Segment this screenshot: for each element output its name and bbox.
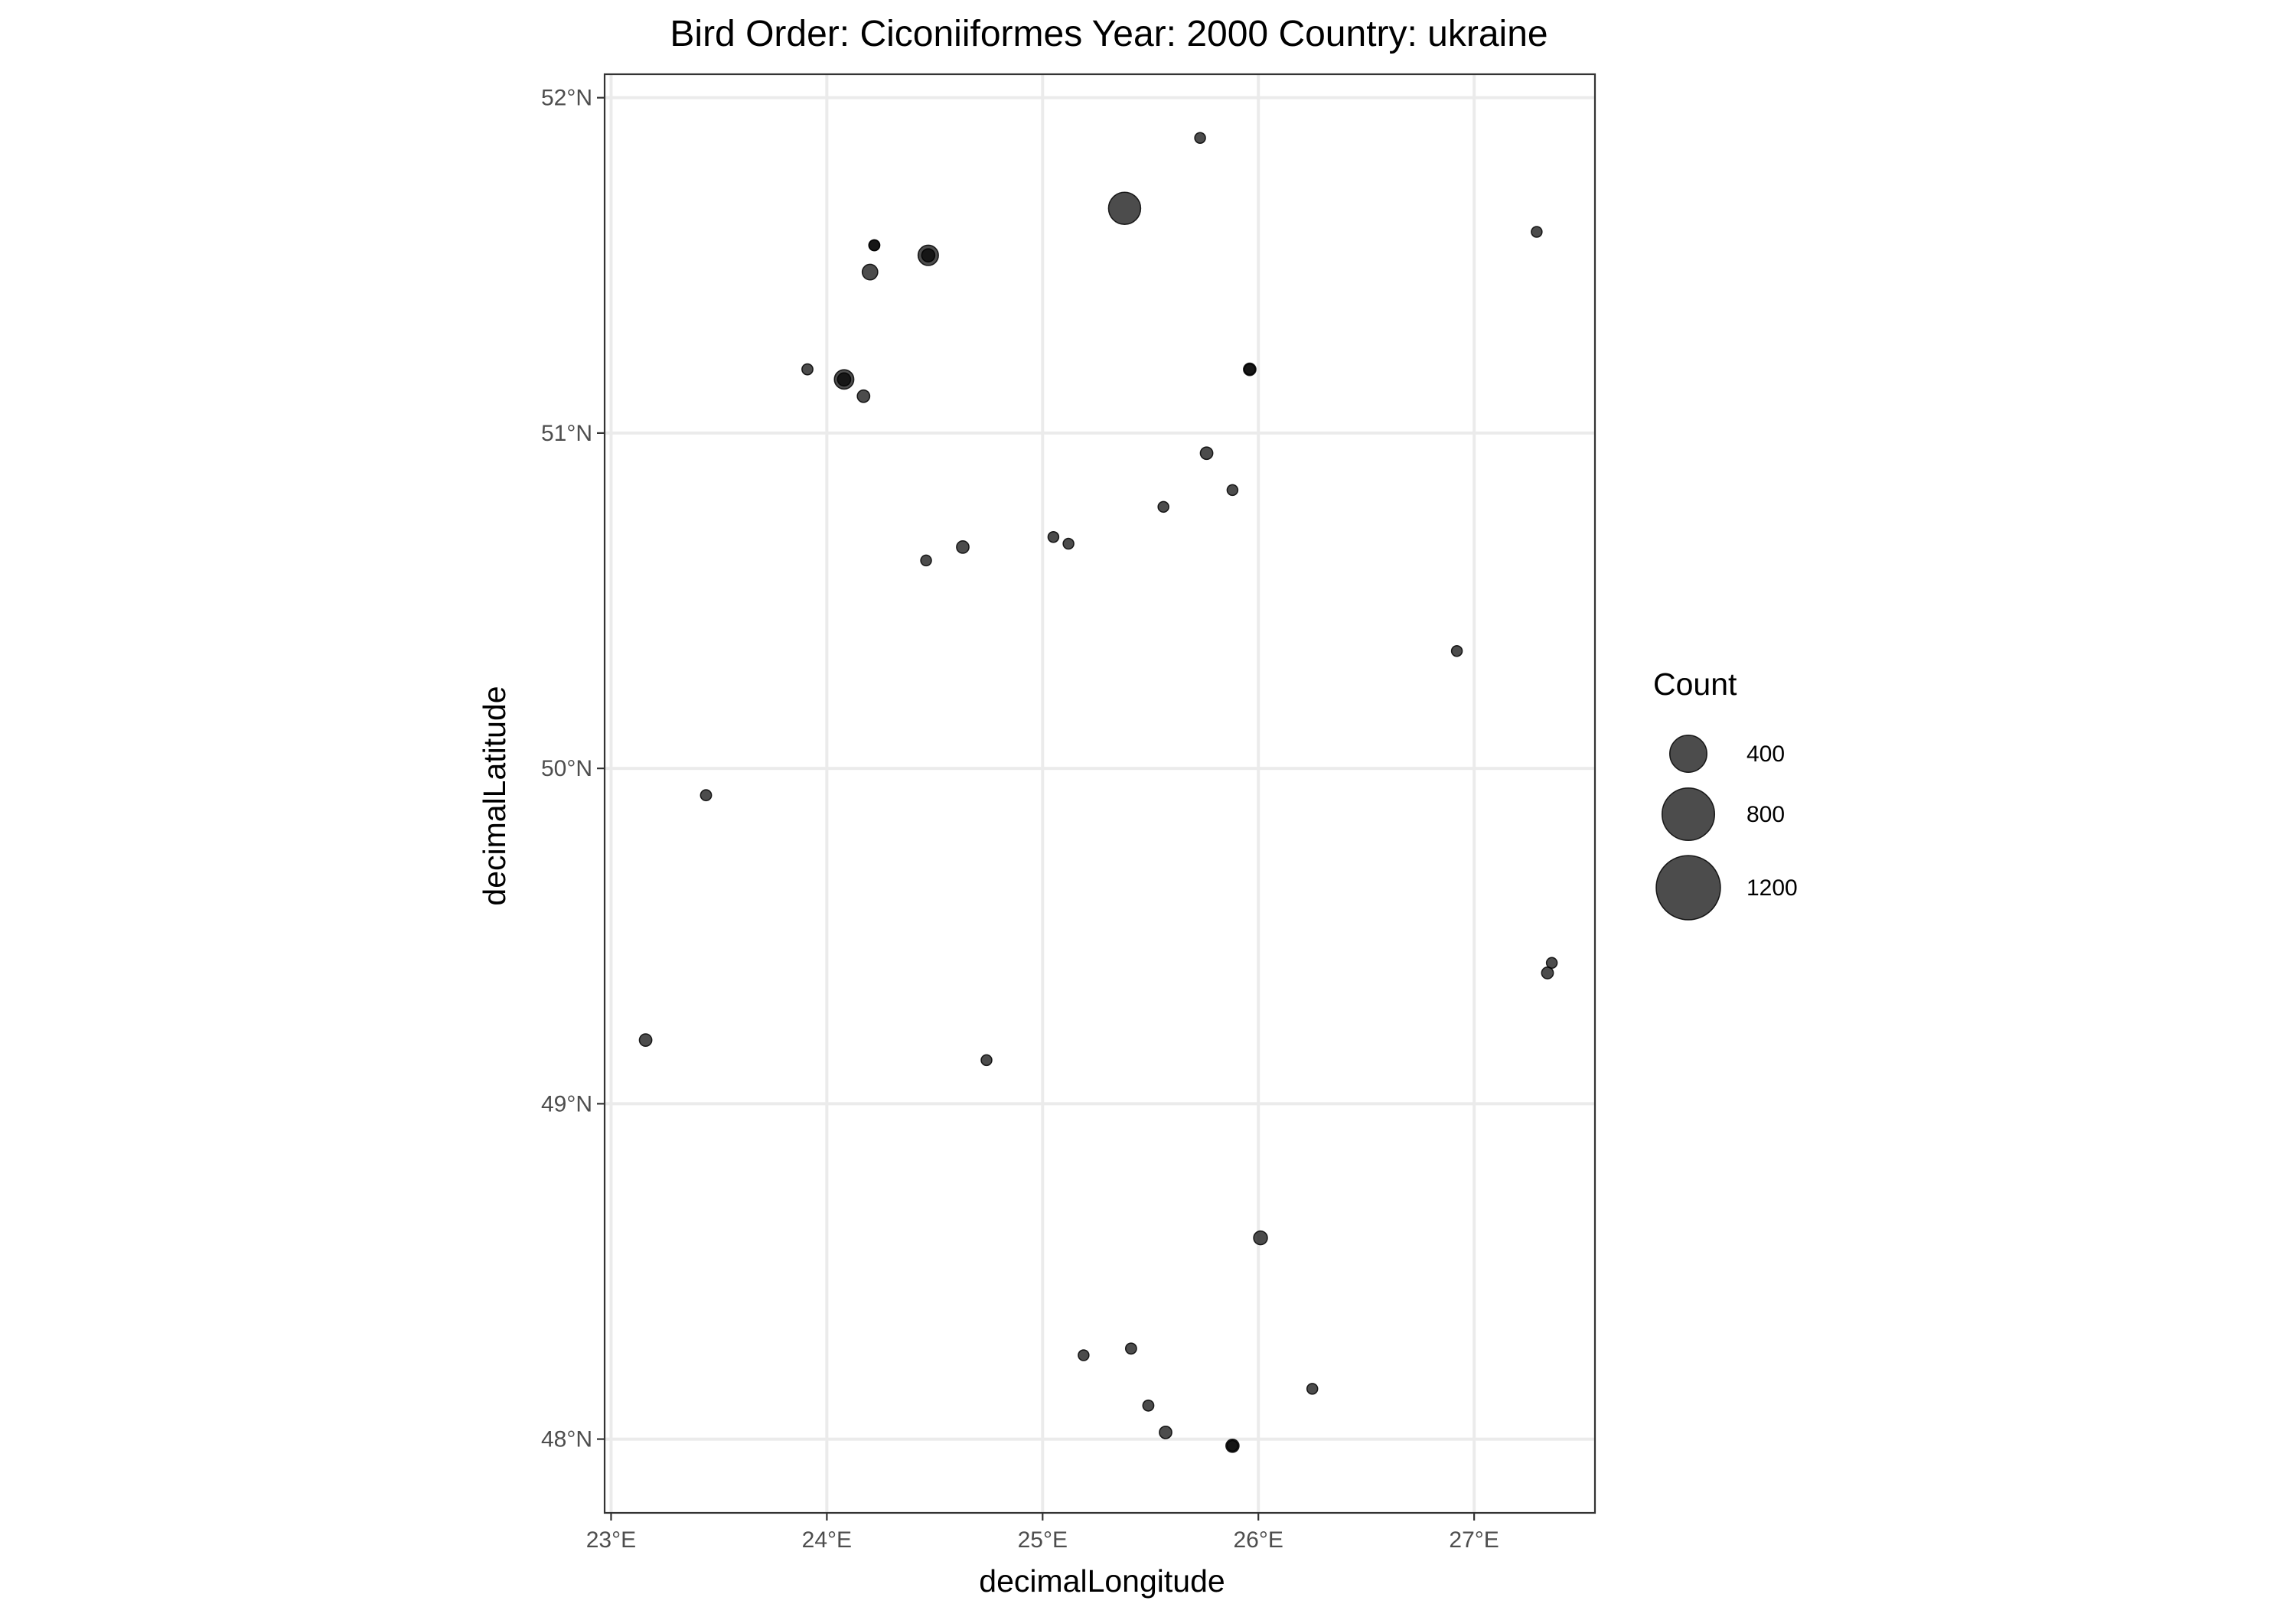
data-point [1244,363,1256,376]
data-point [1226,1439,1239,1452]
x-tick-label: 26°E [1234,1527,1283,1553]
chart-title: Bird Order: Ciconiiformes Year: 2000 Cou… [670,14,1548,54]
legend-label: 400 [1746,742,1785,767]
data-point [801,363,814,376]
y-tick-label: 51°N [541,421,592,446]
x-tick-label: 27°E [1449,1527,1499,1553]
data-point [856,389,871,403]
data-point [1062,537,1075,550]
data-point [638,1033,653,1047]
data-point [1194,132,1206,145]
x-tick-label: 25°E [1018,1527,1068,1553]
data-point [1047,531,1060,543]
data-point [956,540,970,554]
data-point [1159,1425,1172,1439]
legend-key [1661,787,1716,842]
data-point [1142,1399,1155,1412]
data-point [1199,446,1214,461]
y-tick-label: 50°N [541,756,592,781]
data-point [700,789,713,802]
data-point [868,239,881,252]
data-point [1226,484,1239,497]
data-point [1450,645,1463,657]
data-point [861,263,879,281]
y-axis-title: decimalLatitude [477,686,512,905]
data-point [1078,1349,1090,1361]
data-point [980,1054,993,1067]
x-tick-label: 23°E [586,1527,636,1553]
data-point [1253,1230,1268,1246]
legend-title: Count [1653,667,1737,702]
x-tick-label: 24°E [802,1527,852,1553]
data-point [1306,1383,1319,1395]
data-point [1541,966,1554,980]
data-point [1124,1342,1137,1355]
legend-label: 1200 [1746,875,1798,901]
y-tick-label: 52°N [541,86,592,111]
panel-border [603,73,1596,1514]
plot-panel [603,73,1596,1514]
x-axis-ticks: 23°E 24°E 25°E 26°E 27°E [586,1513,1499,1553]
data-point [1531,226,1543,238]
panel-background [605,74,1595,1513]
x-axis-title: decimalLongitude [979,1563,1225,1599]
legend-entries: 400 800 1200 [1655,735,1798,921]
data-point [920,554,932,567]
y-axis-ticks: 48°N 49°N 50°N 51°N 52°N [541,86,605,1452]
y-tick-label: 49°N [541,1091,592,1116]
data-point [1157,500,1169,513]
data-point [921,248,936,262]
size-legend: Count 400 800 1200 [1653,667,1798,921]
data-points [638,132,1558,1453]
data-point [1107,191,1142,226]
legend-key [1669,735,1707,773]
legend-key [1655,855,1721,921]
data-point [837,372,852,387]
legend-label: 800 [1746,802,1785,827]
y-tick-label: 48°N [541,1427,592,1452]
grid-lines [605,74,1595,1513]
